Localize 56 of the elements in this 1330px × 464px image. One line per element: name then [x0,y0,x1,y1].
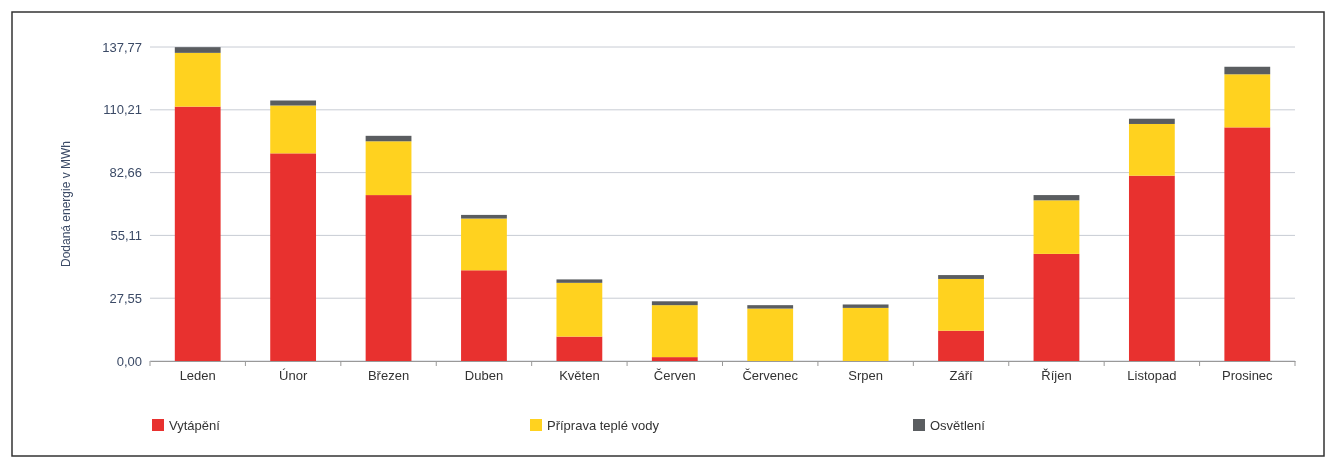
bar [270,100,317,106]
x-tick-label: Prosinec [1222,368,1274,384]
y-tick-label: 27,55 [109,290,142,306]
bar [270,153,317,361]
bar [1128,118,1175,124]
bar [842,304,889,308]
bar [747,305,794,309]
x-tick-label: Srpen [848,368,883,384]
bar [174,52,221,107]
x-tick-label: Září [949,368,973,384]
bar [556,282,603,337]
y-tick-label: 110,21 [103,102,142,118]
bar [556,279,603,283]
x-tick-label: Listopad [1127,368,1177,384]
bar [365,135,412,142]
y-tick-label: 82,66 [109,165,142,181]
bar [938,278,984,331]
bar [1224,74,1271,128]
bar [651,305,698,358]
bar [1128,175,1175,361]
bar [1128,123,1175,176]
bar [1033,200,1080,254]
y-axis-title: Dodaná energie v MWh [59,140,73,268]
x-tick-label: Červen [653,368,696,384]
bar [1033,195,1080,201]
bar [461,270,507,361]
x-tick-label: Duben [464,368,504,384]
y-tick-label: 0,00 [116,353,142,369]
bar [461,218,507,271]
x-tick-label: Květen [559,368,600,384]
bar [747,308,794,361]
x-tick-label: Leden [179,368,216,384]
y-tick-label: 55,11 [110,228,142,244]
bar [270,105,317,154]
x-tick-label: Červenec [742,368,799,384]
x-tick-label: Říjen [1041,368,1072,384]
y-tick-label: 137,77 [102,39,142,55]
bar [556,336,603,361]
x-tick-label: Únor [279,368,308,384]
bar [1224,66,1271,75]
bar [1224,127,1271,361]
bar [365,141,412,196]
bar [938,330,984,361]
legend-label: Osvětlení [930,418,986,433]
legend-label: Vytápění [169,418,221,433]
bar [1033,253,1080,361]
bar [461,214,507,219]
bar [938,275,984,279]
bar [174,106,221,361]
bar [365,195,412,361]
legend-label: Příprava teplé vody [547,418,660,433]
bar [651,357,698,361]
bar [651,301,698,306]
x-tick-label: Březen [367,368,410,384]
bar [174,47,221,53]
bar [842,307,889,361]
